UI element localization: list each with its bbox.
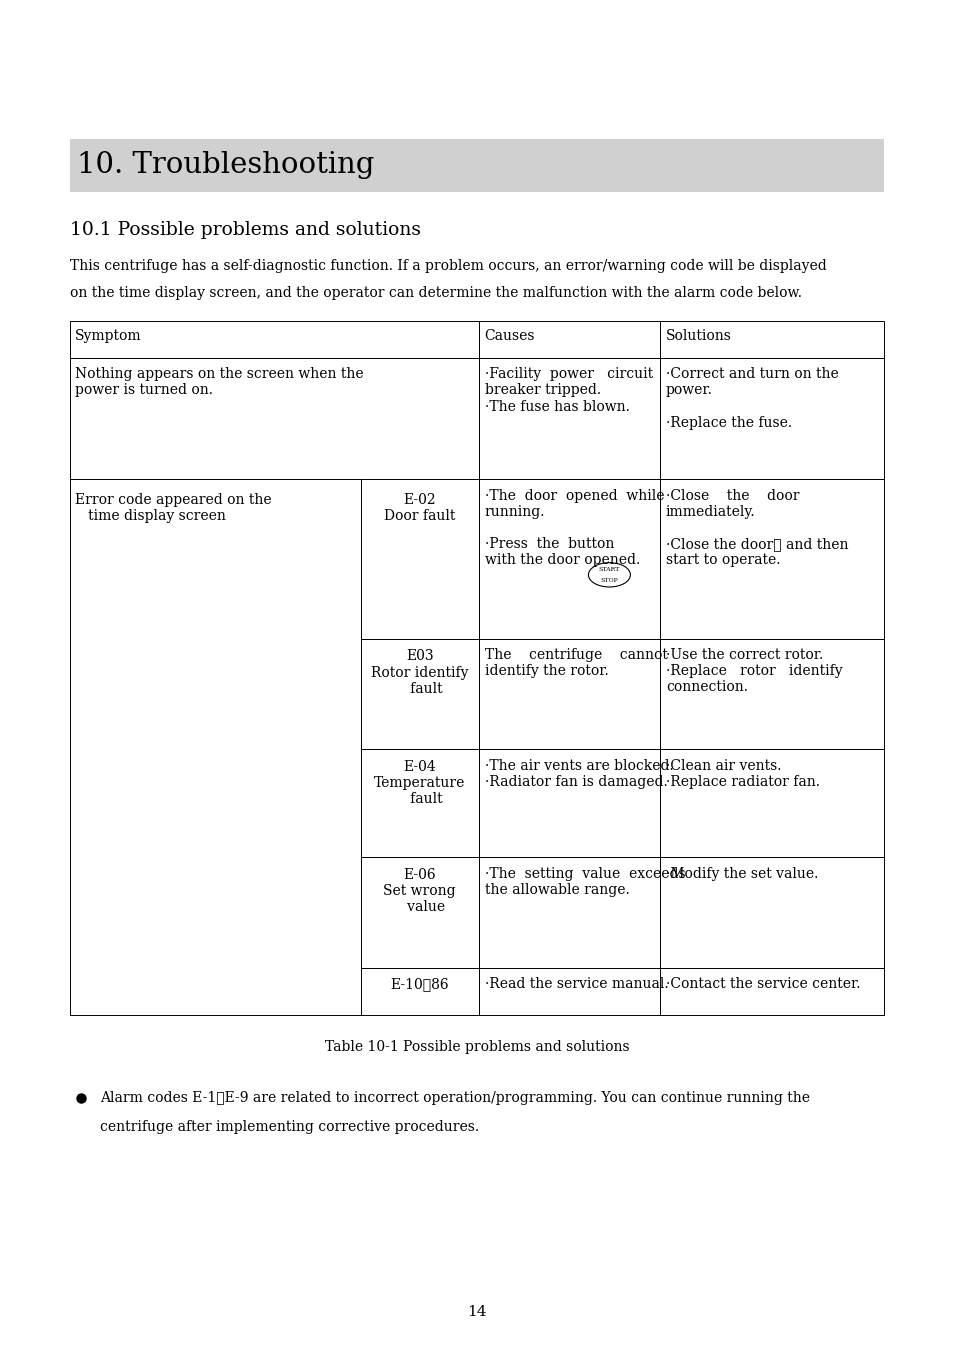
Text: ·Read the service manual.: ·Read the service manual. — [484, 977, 667, 991]
Text: Symptom: Symptom — [75, 329, 142, 343]
Ellipse shape — [588, 563, 630, 587]
Text: ·Use the correct rotor.
·Replace   rotor   identify
connection.: ·Use the correct rotor. ·Replace rotor i… — [665, 648, 841, 694]
Text: The    centrifuge    cannot
identify the rotor.: The centrifuge cannot identify the rotor… — [484, 648, 667, 678]
Bar — [360, 749, 478, 857]
Text: 14: 14 — [467, 1305, 486, 1319]
Bar — [70, 139, 883, 192]
Bar — [659, 857, 883, 968]
Text: Alarm codes E-1～E-9 are related to incorrect operation/programming. You can cont: Alarm codes E-1～E-9 are related to incor… — [100, 1091, 809, 1104]
Text: Nothing appears on the screen when the
power is turned on.: Nothing appears on the screen when the p… — [75, 367, 364, 397]
Bar — [659, 479, 883, 639]
Text: ·The  door  opened  while
running.

·Press  the  button
with the door opened.: ·The door opened while running. ·Press t… — [484, 489, 663, 567]
Text: E-02
Door fault: E-02 Door fault — [384, 493, 455, 522]
Bar — [659, 968, 883, 1015]
Text: ·Correct and turn on the
power.

·Replace the fuse.: ·Correct and turn on the power. ·Replace… — [665, 367, 838, 429]
Bar — [659, 749, 883, 857]
Bar — [360, 968, 478, 1015]
Bar — [360, 639, 478, 749]
Bar — [478, 968, 659, 1015]
Text: E-10～86: E-10～86 — [390, 977, 449, 991]
Text: ·Facility  power   circuit
breaker tripped.
·The fuse has blown.: ·Facility power circuit breaker tripped.… — [484, 367, 652, 413]
Bar — [70, 321, 478, 358]
Bar — [659, 639, 883, 749]
Text: ·The  setting  value  exceeds
the allowable range.: ·The setting value exceeds the allowable… — [484, 867, 684, 896]
Bar — [659, 358, 883, 479]
Text: ·Contact the service center.: ·Contact the service center. — [665, 977, 860, 991]
Text: Solutions: Solutions — [665, 329, 731, 343]
Text: STOP: STOP — [599, 578, 618, 583]
Text: START: START — [598, 567, 619, 572]
Text: This centrifuge has a self-diagnostic function. If a problem occurs, an error/wa: This centrifuge has a self-diagnostic fu… — [70, 259, 825, 273]
Bar — [70, 358, 478, 479]
Bar — [478, 321, 659, 358]
Bar — [659, 321, 883, 358]
Bar — [360, 857, 478, 968]
Bar — [478, 749, 659, 857]
Text: on the time display screen, and the operator can determine the malfunction with : on the time display screen, and the oper… — [70, 286, 801, 300]
Bar — [478, 358, 659, 479]
Text: Causes: Causes — [484, 329, 535, 343]
Text: ·The air vents are blocked.
·Radiator fan is damaged.: ·The air vents are blocked. ·Radiator fa… — [484, 759, 673, 788]
Bar — [70, 479, 360, 1015]
Text: 10. Troubleshooting: 10. Troubleshooting — [77, 151, 375, 180]
Text: Error code appeared on the
   time display screen: Error code appeared on the time display … — [75, 493, 272, 522]
Text: 10.1 Possible problems and solutions: 10.1 Possible problems and solutions — [70, 221, 420, 239]
Text: E03
Rotor identify
   fault: E03 Rotor identify fault — [371, 649, 468, 695]
Text: ·Close    the    door
immediately.

·Close the door， and then
start to operate.: ·Close the door immediately. ·Close the … — [665, 489, 847, 567]
Bar — [478, 639, 659, 749]
Text: ·Modify the set value.: ·Modify the set value. — [665, 867, 818, 880]
Bar — [478, 479, 659, 639]
Text: ·Clean air vents.
·Replace radiator fan.: ·Clean air vents. ·Replace radiator fan. — [665, 759, 819, 788]
Text: centrifuge after implementing corrective procedures.: centrifuge after implementing corrective… — [100, 1120, 478, 1134]
Text: E-04
Temperature
   fault: E-04 Temperature fault — [374, 760, 465, 806]
Bar — [478, 857, 659, 968]
Bar — [360, 479, 478, 639]
Text: Table 10-1 Possible problems and solutions: Table 10-1 Possible problems and solutio… — [324, 1040, 629, 1053]
Text: E-06
Set wrong
   value: E-06 Set wrong value — [383, 868, 456, 914]
